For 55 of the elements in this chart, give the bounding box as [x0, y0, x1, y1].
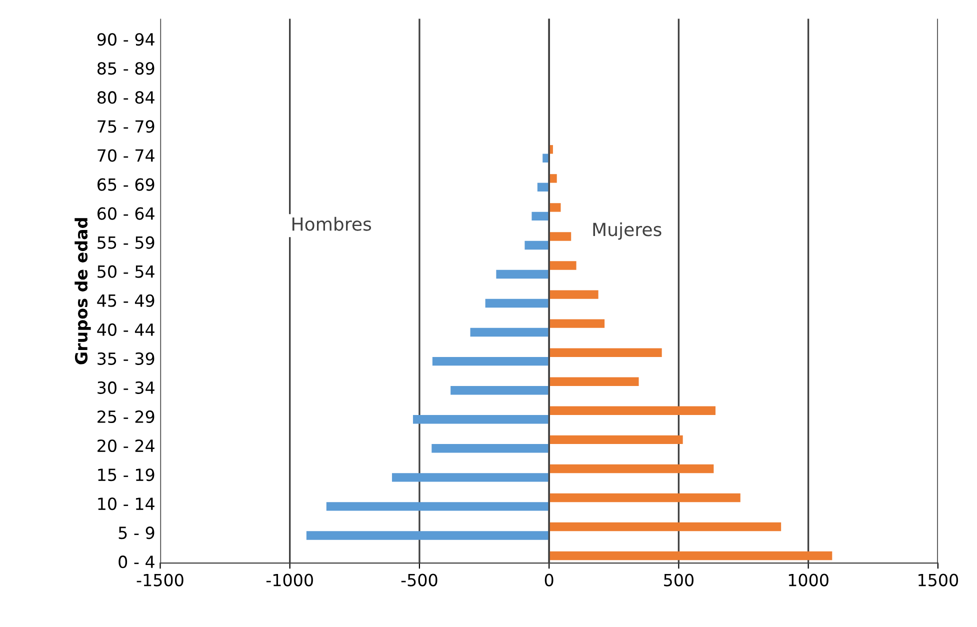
bar [470, 328, 550, 337]
bar [549, 493, 740, 502]
bar [549, 232, 572, 241]
y-tick-label: 25 - 29 [98, 410, 154, 424]
bar [524, 240, 550, 250]
y-tick-label: 20 - 24 [98, 439, 154, 452]
x-tick-label: 1000 [788, 574, 828, 586]
y-tick-label: 50 - 54 [98, 265, 154, 278]
x-tick-label: -500 [401, 574, 438, 586]
annotation: Hombres [292, 216, 372, 231]
y-tick-label: 65 - 69 [98, 178, 154, 191]
y-tick-label: 70 - 74 [98, 149, 154, 162]
bar [549, 551, 832, 560]
y-tick-label: 80 - 84 [97, 91, 154, 104]
bar [549, 435, 683, 444]
y-tick-label: 30 - 34 [98, 381, 154, 394]
y-tick-label: 5 - 9 [118, 526, 154, 540]
y-axis-title: Grupos de edad [74, 218, 91, 364]
annotation: Mujeres [593, 222, 662, 240]
bar [432, 356, 550, 366]
bar [412, 415, 550, 424]
y-tick-label: 0 - 4 [118, 556, 154, 568]
bar [549, 406, 716, 416]
y-tick-label: 60 - 64 [98, 207, 154, 220]
bar [549, 319, 605, 328]
bar [549, 203, 561, 212]
bar [549, 348, 662, 357]
bar [306, 531, 550, 540]
bar [549, 290, 598, 299]
y-tick-label: 35 - 39 [98, 352, 154, 365]
bar [549, 464, 714, 474]
y-tick-label: 55 - 59 [98, 236, 154, 249]
x-tick-label: 0 [544, 574, 554, 586]
y-tick-label: 90 - 94 [97, 33, 154, 46]
bar [549, 522, 782, 532]
bar [532, 212, 550, 221]
x-tick-label: 500 [664, 574, 694, 586]
bar [450, 386, 550, 395]
y-tick-label: 75 - 79 [98, 120, 154, 133]
bar [392, 473, 550, 482]
bar [326, 502, 550, 511]
x-tick-label: -1500 [136, 574, 184, 586]
bar [549, 261, 576, 270]
y-tick-label: 40 - 44 [97, 323, 154, 336]
y-tick-label: 15 - 19 [98, 468, 154, 482]
bar [485, 298, 550, 308]
bar [496, 270, 550, 279]
bar [549, 174, 557, 183]
x-tick-label: -1000 [266, 574, 313, 586]
y-tick-label: 45 - 49 [97, 294, 154, 307]
bar [549, 377, 639, 386]
y-tick-label: 10 - 14 [98, 498, 154, 510]
bar [432, 444, 550, 453]
x-tick-label: 1500 [918, 574, 958, 586]
y-tick-label: 85 - 89 [97, 62, 154, 75]
